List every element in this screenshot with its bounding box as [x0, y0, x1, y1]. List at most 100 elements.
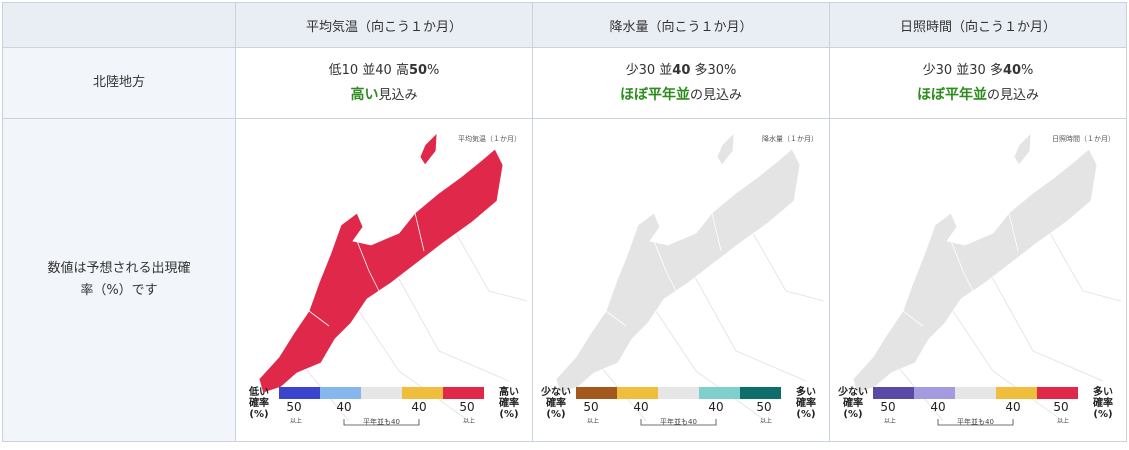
outlook: ほぼ平年並の見込み	[830, 83, 1126, 108]
legend-bracket	[640, 419, 717, 426]
outlook: 高い見込み	[236, 83, 532, 108]
legend-low-label: 少ない	[541, 385, 571, 398]
region	[716, 131, 735, 166]
legend-bracket	[937, 419, 1014, 426]
legend-above: 以上	[884, 417, 896, 425]
probability-bold: 40	[1002, 62, 1022, 78]
legend-tick: 40	[411, 400, 426, 414]
prefecture-border	[605, 212, 722, 327]
legend-swatch	[873, 387, 914, 399]
prefecture-border	[308, 212, 425, 327]
region	[555, 148, 801, 394]
legend-tick: 50	[880, 400, 895, 414]
legend-high-label: 多い	[796, 385, 816, 398]
legend-low-label: 確率	[248, 396, 269, 409]
legend-swatch	[617, 387, 658, 399]
map-border	[982, 260, 1104, 382]
probability-bold: 50	[408, 62, 428, 78]
legend-low-label: 低い	[248, 385, 269, 398]
legend-swatch	[443, 387, 484, 399]
legend-low-label: (%)	[546, 409, 565, 420]
outlook-highlight: ほぼ平年並	[916, 86, 987, 103]
probability-text: %	[1021, 62, 1034, 78]
outlook-row: 北陸地方 低10 並40 高50% 高い見込み 少30 並40 多30% ほぼ平年並の…	[2, 47, 1127, 119]
legend-high-label: (%)	[1093, 409, 1112, 420]
legend-note: 平年並も40	[363, 417, 400, 426]
legend-swatch	[320, 387, 361, 399]
legend-swatch	[402, 387, 443, 399]
probability: 少30 並40 多30%	[533, 59, 829, 83]
map-title: 日照時間（１か月）	[1052, 135, 1115, 143]
probability: 低10 並40 高50%	[236, 59, 532, 83]
outlook-text: の見込み	[689, 87, 742, 103]
map-cell: 降水量（１か月） 少ない 確率 (%) 多い 確率 (%) 50 40 40 50 以上 以上 平年並も4…	[532, 118, 830, 442]
legend-tick: 40	[930, 400, 945, 414]
legend-above: 以上	[463, 417, 475, 425]
legend-swatch	[576, 387, 617, 399]
legend-high-label: 多い	[1093, 385, 1113, 398]
header-cell: 降水量（向こう１か月）	[532, 2, 830, 48]
map-border	[1042, 220, 1122, 302]
header-empty	[2, 2, 236, 48]
map-border	[448, 220, 528, 302]
legend-tick: 40	[1005, 400, 1020, 414]
legend-high-label: 高い	[499, 385, 519, 398]
legend-tick: 50	[756, 400, 771, 414]
probability-text: 多30%	[690, 62, 737, 78]
map-title: 平均気温（１か月）	[458, 134, 521, 143]
legend-swatch	[361, 387, 402, 399]
legend-note: 平年並も40	[957, 417, 994, 426]
legend-swatch	[1037, 387, 1078, 399]
region	[852, 148, 1098, 394]
outlook-highlight: ほぼ平年並	[619, 86, 690, 103]
legend-swatch	[279, 387, 320, 399]
legend-low-label: (%)	[843, 409, 862, 420]
probability-text: 少30 並	[625, 62, 673, 78]
legend-high-label: (%)	[796, 409, 815, 420]
legend-tick: 50	[286, 400, 301, 414]
row-label: 北陸地方	[2, 47, 236, 119]
outlook: ほぼ平年並の見込み	[533, 83, 829, 108]
outlook-text: 見込み	[378, 87, 418, 103]
legend-above: 以上	[1057, 417, 1069, 425]
legend-tick: 40	[336, 400, 351, 414]
legend-high-label: 確率	[1092, 396, 1113, 409]
outlook-text: の見込み	[986, 87, 1039, 103]
probability-text: 少30 並30 多	[922, 62, 1003, 78]
outlook-highlight: 高い	[350, 86, 379, 103]
probability-text: %	[427, 62, 440, 78]
header-row: 平均気温（向こう１か月） 降水量（向こう１か月） 日照時間（向こう１か月）	[2, 2, 1127, 48]
outlook-cell: 少30 並40 多30% ほぼ平年並の見込み	[532, 47, 830, 119]
legend-low-label: 少ない	[838, 385, 868, 398]
map-cell: 日照時間（１か月） 少ない 確率 (%) 多い 確率 (%) 50 40 40 50 以上 以上 平年並も…	[829, 118, 1127, 442]
legend-tick: 50	[459, 400, 474, 414]
legend-high-label: (%)	[499, 409, 518, 420]
legend-swatch	[996, 387, 1037, 399]
outlook-cell: 少30 並30 多40% ほぼ平年並の見込み	[829, 47, 1127, 119]
legend-bracket	[343, 419, 420, 426]
map-border	[745, 220, 825, 302]
legend-low-label: 確率	[545, 396, 566, 409]
probability-bold: 40	[672, 62, 691, 78]
legend-above: 以上	[587, 417, 599, 425]
region	[258, 148, 504, 394]
header-cell: 平均気温（向こう１か月）	[235, 2, 533, 48]
header-cell: 日照時間（向こう１か月）	[829, 2, 1127, 48]
map-cell: 平均気温（１か月） 低い 確率 (%) 高い 確率 (%) 50 40 40 50 以上 以上 平年並も4…	[235, 118, 533, 442]
legend-tick: 40	[633, 400, 648, 414]
region	[419, 131, 438, 166]
legend-high-label: 確率	[498, 396, 519, 409]
legend-low-label: (%)	[249, 409, 268, 420]
legend-swatch	[658, 387, 699, 399]
legend-swatch	[955, 387, 996, 399]
region	[1013, 131, 1032, 166]
outlook-cell: 低10 並40 高50% 高い見込み	[235, 47, 533, 119]
legend-tick: 50	[583, 400, 598, 414]
legend-above: 以上	[760, 417, 772, 425]
prefecture-border	[902, 212, 1019, 327]
